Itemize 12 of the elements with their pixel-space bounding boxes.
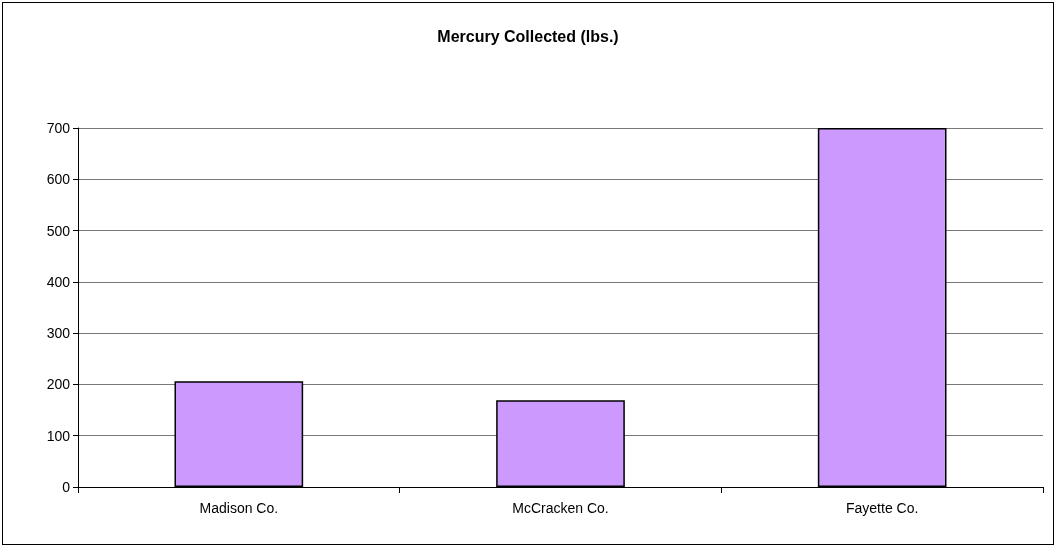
y-tick-label: 500 — [46, 222, 71, 239]
x-tick-label: Madison Co. — [199, 500, 279, 516]
y-tick-label: 0 — [62, 479, 71, 495]
y-tick-label: 400 — [46, 273, 71, 290]
x-tick-label: Fayette Co. — [845, 500, 919, 516]
y-tick-label: 100 — [46, 427, 71, 444]
y-tick-label: 600 — [46, 171, 71, 188]
x-tick-label: McCracken Co. — [512, 500, 609, 516]
y-tick-label: 700 — [46, 120, 71, 136]
y-tick-label: 200 — [46, 376, 71, 393]
y-tick-label: 300 — [46, 325, 71, 342]
chart-title: Mercury Collected (lbs.) — [437, 27, 619, 45]
